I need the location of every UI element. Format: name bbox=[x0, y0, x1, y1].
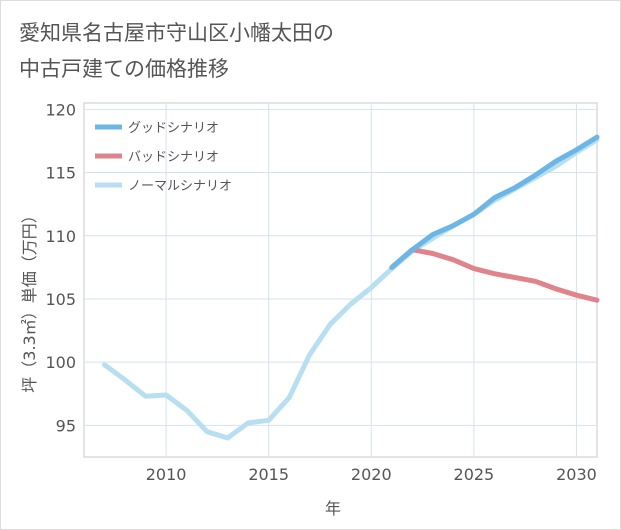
legend-label-normal: ノーマルシナリオ bbox=[128, 179, 232, 194]
x-tick-label-2010: 2010 bbox=[146, 465, 187, 484]
y-axis-ticks: 95 100 105 110 115 120 bbox=[45, 100, 76, 435]
y-axis-title: 坪（3.3㎡）単価（万円） bbox=[20, 207, 39, 392]
x-tick-label-2030: 2030 bbox=[556, 465, 597, 484]
series-layer bbox=[102, 134, 600, 441]
y-tick-label-95: 95 bbox=[56, 416, 76, 435]
x-axis-title: 年 bbox=[325, 499, 341, 518]
legend-label-good: グッドシナリオ bbox=[128, 121, 219, 136]
y-tick-label-110: 110 bbox=[45, 227, 76, 246]
y-tick-label-100: 100 bbox=[45, 353, 76, 372]
series-line-bad bbox=[389, 247, 600, 303]
chart-title: 愛知県名古屋市守山区小幡太田の 中古戸建ての価格推移 bbox=[19, 15, 579, 87]
chart-title-line-1: 愛知県名古屋市守山区小幡太田の bbox=[19, 21, 334, 45]
y-tick-label-115: 115 bbox=[45, 164, 76, 183]
x-tick-label-2015: 2015 bbox=[248, 465, 289, 484]
chart-title-line-2: 中古戸建ての価格推移 bbox=[19, 57, 229, 81]
x-axis-ticks: 2010 2015 2020 2025 2030 bbox=[146, 465, 597, 484]
x-tick-label-2020: 2020 bbox=[351, 465, 392, 484]
series-line-good bbox=[389, 134, 600, 270]
y-tick-label-120: 120 bbox=[45, 100, 76, 119]
x-tick-label-2025: 2025 bbox=[454, 465, 495, 484]
grid-lines bbox=[84, 103, 597, 457]
legend-label-bad: バッドシナリオ bbox=[128, 150, 219, 165]
y-tick-label-105: 105 bbox=[45, 290, 76, 309]
